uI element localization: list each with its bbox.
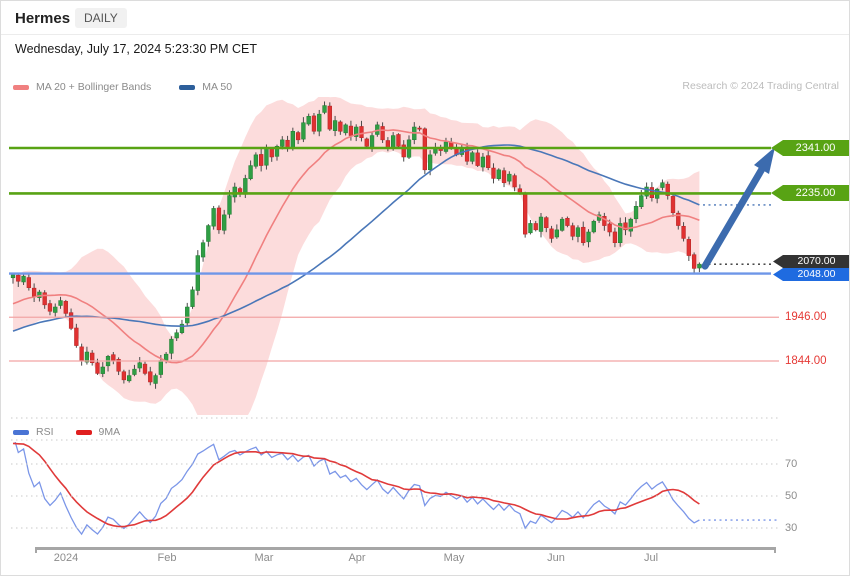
x-axis-label: Feb <box>157 552 177 564</box>
resistance-badge-2341: 2341.00 <box>771 140 849 156</box>
rsi-tick-label: 30 <box>785 522 798 534</box>
x-axis-label: Jul <box>643 552 659 564</box>
x-axis-label: May <box>443 552 465 564</box>
x-axis-label: Jun <box>547 552 565 564</box>
rsi-panel-layer <box>12 442 700 536</box>
support-label-1844: 1844.00 <box>785 355 827 367</box>
ma50-legend-swatch-icon <box>179 84 196 90</box>
x-axis-label: 2024 <box>53 552 79 564</box>
price-panel-layer <box>10 97 702 415</box>
last-price-badge: 2070.00 <box>773 255 849 268</box>
rsi-tick-label: 70 <box>785 458 798 470</box>
x-axis-range-bar[interactable] <box>35 547 776 553</box>
chart-datetime: Wednesday, July 17, 2024 5:23:30 PM CET <box>15 42 258 56</box>
rsi-ma-legend-label: 9MA <box>98 426 121 438</box>
rsi-legend-label: RSI <box>36 426 54 438</box>
rsi-ma-legend-swatch-icon <box>75 429 92 435</box>
ma20-legend-label: MA 20 + Bollinger Bands <box>36 81 152 93</box>
header-divider <box>1 34 849 35</box>
candles-layer <box>10 101 702 389</box>
instrument-title: Hermes <box>15 10 71 27</box>
ma20-legend-swatch-icon <box>13 84 29 90</box>
support-badge-2048: 2048.00 <box>773 268 849 281</box>
resistance-badge-2235: 2235.00 <box>771 185 849 201</box>
timeframe-badge[interactable]: DAILY <box>75 8 127 28</box>
ma50-legend-label: MA 50 <box>202 81 233 93</box>
price-legend: MA 20 + Bollinger Bands MA 50 <box>13 81 232 93</box>
rsi-legend: RSI 9MA <box>13 426 120 438</box>
x-axis-label: Mar <box>254 552 274 564</box>
upward-projection-arrow <box>701 165 766 270</box>
rsi-legend-swatch-icon <box>13 429 29 435</box>
copyright-text: Research © 2024 Trading Central <box>682 80 839 92</box>
support-label-1946: 1946.00 <box>785 311 827 323</box>
rsi-tick-label: 50 <box>785 490 798 502</box>
x-axis-label: Apr <box>348 552 366 564</box>
